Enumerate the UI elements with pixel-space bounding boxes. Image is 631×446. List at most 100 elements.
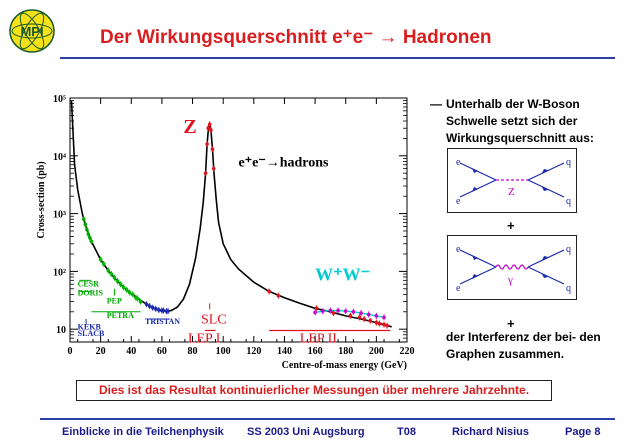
lep2-point [267,289,271,294]
x-tick-label: 200 [369,346,384,357]
doris-label: DORIS [78,289,104,298]
bullet-text: Unterhalb der W-Boson Schwelle setzt sic… [446,97,594,145]
lep2-point [362,317,366,321]
lep1-point [209,128,213,132]
ww-point [343,309,348,313]
cesr_doris-point [88,236,92,240]
feynman-diagram-photon: e e q q γ [447,235,577,300]
ww-point [351,309,356,314]
result-box: Dies ist das Resultat kontinuierlicher M… [76,380,552,401]
lep1-point [203,171,208,175]
conclusion-text: der Interferenz der bei- den Graphen zus… [446,330,601,361]
fd1-q1: q [566,157,571,168]
slacb-label: SLACB [78,329,105,338]
slide-title: Der Wirkungsquerschnitt e⁺e⁻ → Hadronen [100,27,492,48]
chart-axes: 0 20 40 60 80 100 120 140 160 180 200 220 10 10² 10³ 10… [36,94,415,371]
plus-sign-1: + [507,218,515,233]
tristan-point [166,309,170,313]
y-axis-label: Cross-section (pb) [36,161,47,238]
fd2-boson: γ [507,274,513,286]
kekb-label: KEKB [78,323,102,332]
ww-point [359,311,363,315]
lep2-label: LEP II [300,331,338,346]
footer-term: SS 2003 Uni Augsburg [247,426,365,438]
x-tick-label: 80 [188,346,198,357]
x-tick-label: 0 [68,346,73,357]
tristan-point [157,308,161,312]
pep_petra-point [127,290,132,295]
lep1-point [210,147,215,152]
lep2-point [314,306,319,311]
y-tick-label: 10 [56,325,66,336]
plot-frame [69,97,408,343]
pep_petra-point [106,268,111,273]
footer-code: T08 [397,426,416,438]
pep_petra-point [135,296,140,301]
cesr-label: CESR [78,279,100,288]
lep1-label: LEP I [188,331,221,346]
tristan-point [150,305,155,310]
ww-point [313,310,317,315]
x-tick-label: 60 [157,346,167,357]
logo-text: MPI [20,24,43,39]
footer-course: Einblicke in die Teilchenphysik [62,426,224,438]
plus-sign-2: + [507,316,515,331]
footer-page: Page 8 [565,426,601,438]
pep_petra-point [98,257,103,262]
fd1-e-in: e [456,157,461,168]
cross-section-curve [70,100,392,328]
lep2-point [331,311,336,315]
tristan-point [153,307,158,311]
fd2-q2: q [566,283,571,294]
fd2-e-out: e [456,283,461,294]
lep2-point [385,323,389,328]
footer-author: Richard Nisius [452,426,530,438]
fd2-e-in: e [456,244,461,255]
ww-point [382,315,386,320]
ww-point [374,314,379,318]
cesr_doris-point [86,232,91,236]
lep2-point [276,293,281,298]
x-tick-label: 180 [338,346,353,357]
fd1-boson: Z [508,186,515,198]
x-tick-label: 100 [216,346,231,357]
ww-point [320,309,325,313]
lep1-point [205,142,209,146]
pep_petra-point [138,299,143,304]
mpi-logo: MPI [9,9,55,53]
tristan-label: TRISTAN [145,317,180,326]
lep2-point [377,321,382,326]
y-tick-label: 10³ [53,210,66,221]
lep2-point [348,314,353,318]
title-divider [60,57,615,59]
lep2-point [368,318,373,323]
pep_petra-point [112,275,117,280]
lep2-point [374,320,379,325]
feynman-diagram-z: e e q q Z [447,148,577,213]
ww-point [366,312,371,317]
cesr_doris-point [83,222,88,227]
lep2-point [357,315,362,320]
process-label: e⁺e⁻→hadrons [239,156,330,171]
slc-label: SLC [201,313,227,328]
bullet-dash: — [430,97,442,111]
fd2-q1: q [566,244,571,255]
ww-point [328,308,333,313]
pep_petra-point [121,285,126,290]
petra-label: PETRA [107,311,134,320]
ww-point [336,308,340,313]
fd1-e-out: e [456,196,461,207]
y-tick-label: 10² [53,267,66,278]
chart-data-layer [70,100,392,329]
pep-label: PEP [107,296,122,305]
y-tick-label: 10⁴ [53,152,66,163]
pep_petra-point [89,239,94,244]
pep_petra-point [115,279,120,283]
tristan-point [161,308,166,313]
lep2-point [382,322,386,327]
ww-curve [314,309,385,319]
pep_petra-point [101,262,106,266]
footer-divider [40,418,615,420]
pep_petra-point [118,282,123,287]
x-tick-label: 120 [246,346,261,357]
